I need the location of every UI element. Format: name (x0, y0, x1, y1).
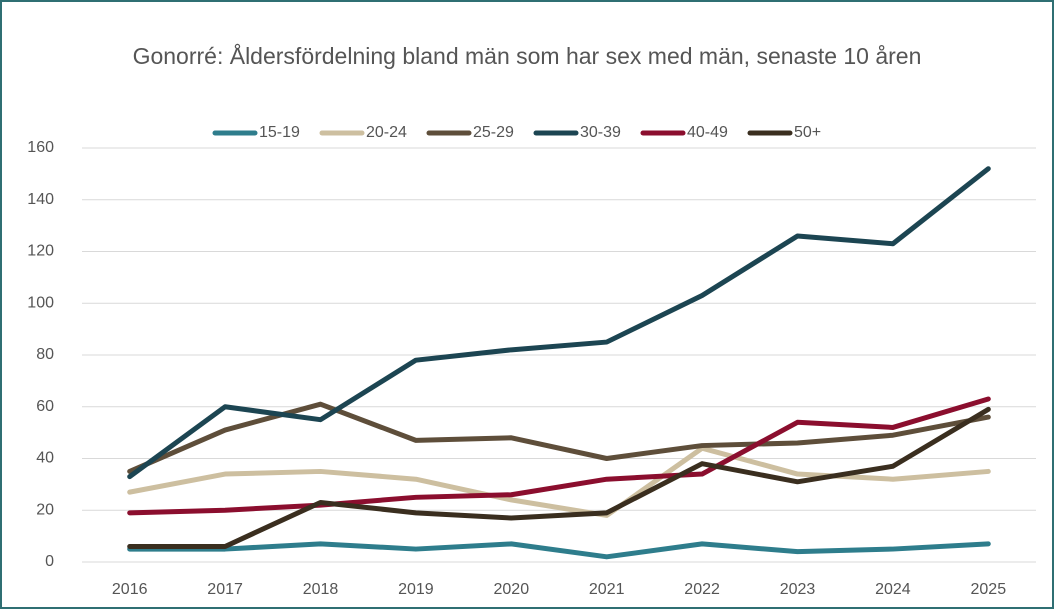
y-tick-label: 40 (36, 450, 54, 467)
legend-label: 25-29 (473, 124, 514, 141)
y-tick-label: 120 (27, 243, 54, 260)
y-tick-label: 60 (36, 398, 54, 415)
legend-label: 50+ (794, 124, 821, 141)
series-line (127, 166, 991, 480)
x-tick-label: 2024 (875, 581, 911, 598)
series-line (127, 396, 991, 516)
y-tick-label: 160 (27, 139, 54, 156)
y-tick-label: 20 (36, 501, 54, 518)
x-tick-label: 2019 (398, 581, 434, 598)
x-tick-label: 2023 (780, 581, 816, 598)
series-line (127, 541, 991, 560)
y-tick-label: 100 (27, 294, 54, 311)
series-line (127, 401, 991, 474)
chart-title: Gonorré: Åldersfördelning bland män som … (132, 43, 922, 69)
x-tick-label: 2018 (303, 581, 339, 598)
x-tick-label: 2025 (971, 581, 1007, 598)
y-tick-label: 0 (45, 553, 54, 570)
x-tick-label: 2021 (589, 581, 625, 598)
legend-label: 20-24 (366, 124, 407, 141)
legend-label: 15-19 (259, 124, 300, 141)
legend-label: 40-49 (687, 124, 728, 141)
series-line (127, 406, 991, 549)
x-tick-label: 2017 (207, 581, 243, 598)
y-tick-label: 140 (27, 191, 54, 208)
x-tick-label: 2020 (494, 581, 530, 598)
x-tick-label: 2022 (684, 581, 720, 598)
x-tick-label: 2016 (112, 581, 148, 598)
y-tick-label: 80 (36, 346, 54, 363)
series-line (127, 445, 991, 518)
legend-label: 30-39 (580, 124, 621, 141)
